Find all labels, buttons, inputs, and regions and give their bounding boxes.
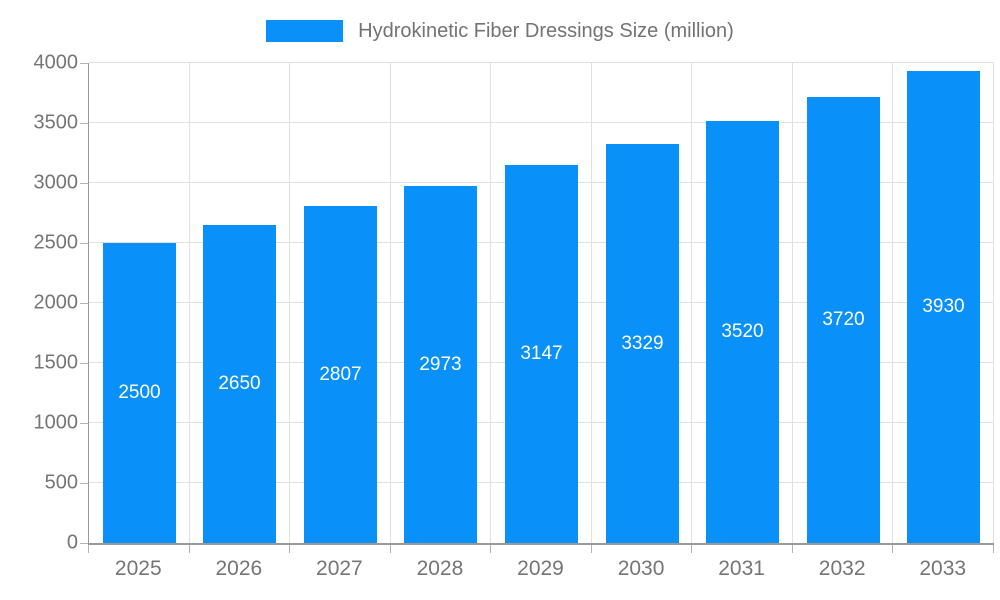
y-axis-tick	[80, 543, 88, 544]
y-axis-label: 4000	[33, 51, 79, 74]
x-axis-label: 2027	[316, 557, 363, 580]
bar[interactable]: 3147	[505, 165, 578, 543]
y-axis-tick	[80, 363, 88, 364]
y-axis-label: 2500	[33, 231, 79, 254]
bar-value-label: 2807	[319, 363, 362, 385]
chart-legend[interactable]: Hydrokinetic Fiber Dressings Size (milli…	[0, 20, 1000, 42]
y-axis-tick	[80, 243, 88, 244]
bar[interactable]: 3329	[606, 144, 679, 543]
bar-value-label: 3520	[721, 321, 764, 342]
gridline	[993, 63, 994, 543]
gridline	[691, 63, 692, 543]
x-axis-tick	[691, 545, 692, 553]
bar-value-label: 2500	[118, 382, 161, 403]
bar[interactable]: 2807	[304, 206, 377, 543]
x-axis-tick	[490, 545, 491, 553]
gridline	[189, 63, 190, 543]
x-axis-tick	[993, 545, 994, 553]
legend-swatch[interactable]	[266, 20, 344, 42]
y-axis-label: 3500	[33, 111, 79, 134]
bar[interactable]: 2500	[103, 243, 176, 543]
bar[interactable]: 3520	[706, 121, 779, 543]
bar-value-label: 3329	[621, 332, 664, 354]
y-axis-tick	[80, 483, 88, 484]
bar-value-label: 2973	[419, 353, 462, 375]
y-axis-tick	[80, 303, 88, 304]
legend-label[interactable]: Hydrokinetic Fiber Dressings Size (milli…	[358, 20, 734, 42]
plot-area: 2500 2650 2807 2973 3147 3329 3520 3720 3930	[88, 62, 994, 545]
gridline	[89, 122, 994, 123]
bar-value-label: 3147	[520, 343, 563, 364]
bar[interactable]: 2650	[203, 225, 276, 543]
x-axis-tick	[591, 545, 592, 553]
gridline	[892, 63, 893, 543]
x-axis-tick	[289, 545, 290, 553]
y-axis-tick	[80, 123, 88, 124]
x-axis-label: 2029	[517, 557, 564, 580]
x-axis-label: 2032	[818, 557, 866, 580]
gridline	[390, 63, 391, 543]
x-axis-tick	[88, 545, 89, 553]
gridline	[591, 63, 592, 543]
y-axis-label: 2000	[33, 291, 79, 314]
bar-value-label: 2650	[218, 373, 261, 394]
x-axis-tick	[189, 545, 190, 553]
gridline	[289, 63, 290, 543]
gridline	[89, 62, 994, 63]
bar[interactable]: 3720	[807, 97, 880, 543]
y-axis-label: 1000	[33, 411, 79, 434]
gridline	[792, 63, 793, 543]
y-axis-tick	[80, 183, 88, 184]
y-axis-label: 3000	[33, 171, 79, 194]
y-axis-label: 1500	[33, 351, 79, 374]
bar-value-label: 3720	[822, 309, 865, 330]
y-axis-tick	[80, 423, 88, 424]
x-axis-label: 2031	[718, 557, 765, 580]
y-axis-label: 0	[66, 531, 78, 554]
x-axis-tick	[892, 545, 893, 553]
x-axis-tick	[390, 545, 391, 553]
bar-value-label: 3930	[922, 296, 965, 317]
y-axis-tick	[80, 63, 88, 64]
x-axis-label: 2028	[416, 557, 464, 580]
x-axis-label: 2033	[919, 557, 967, 580]
x-axis-label: 2030	[617, 557, 665, 580]
y-axis-label: 500	[44, 471, 78, 494]
gridline	[490, 63, 491, 543]
bar[interactable]: 2973	[404, 186, 477, 543]
x-axis-tick	[792, 545, 793, 553]
x-axis-label: 2025	[114, 557, 162, 580]
x-axis-label: 2026	[215, 557, 263, 580]
bar[interactable]: 3930	[907, 71, 980, 543]
